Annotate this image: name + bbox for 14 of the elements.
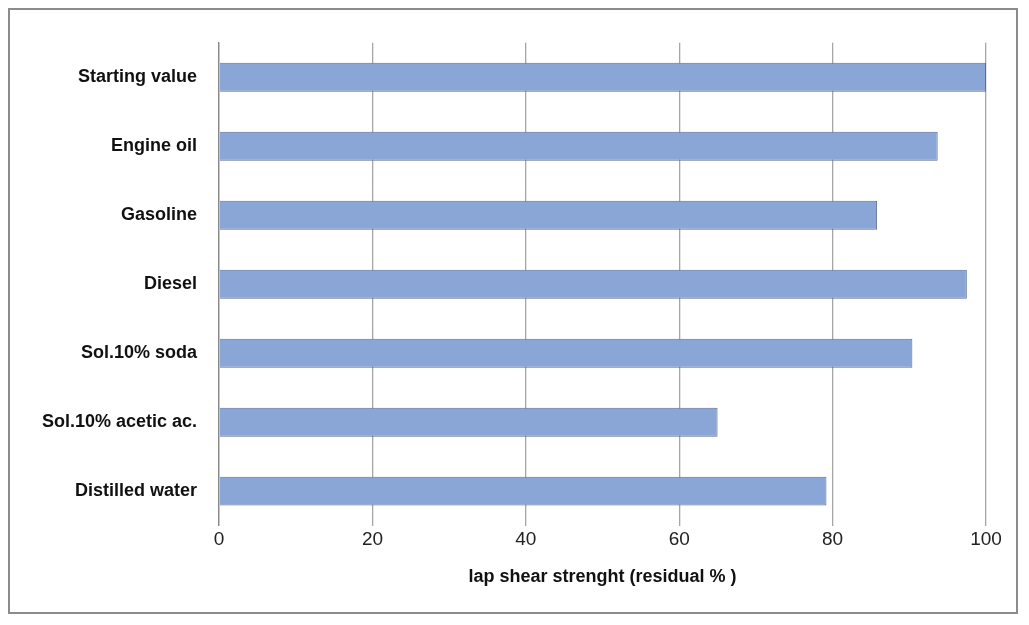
x-tick-label: 60 [668, 528, 690, 550]
y-tick-label: Engine oil [111, 135, 198, 156]
x-axis-title: lap shear strenght (residual % ) [468, 566, 737, 587]
y-tick-label: Diesel [144, 273, 198, 294]
y-tick-label: Sol.10% acetic ac. [42, 411, 198, 432]
y-tick-label: Sol.10% soda [81, 342, 199, 363]
y-tick-label: Gasoline [121, 204, 198, 225]
x-tick-label: 0 [213, 528, 225, 550]
x-tick-label: 80 [822, 528, 844, 550]
x-tick-label: 100 [970, 528, 1002, 550]
y-tick-label: Starting value [78, 66, 198, 87]
x-tick-label: 20 [361, 528, 384, 550]
x-tick-label: 40 [515, 528, 537, 550]
y-tick-label: Distilled water [75, 480, 198, 501]
